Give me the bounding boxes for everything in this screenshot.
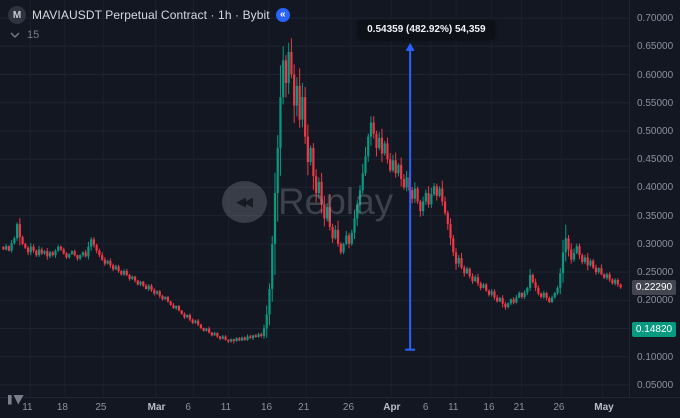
measure-label[interactable]: 0.54359 (482.92%) 54,359 — [358, 20, 495, 39]
time-tick-label: Mar — [147, 402, 166, 413]
time-tick-label: 18 — [56, 402, 68, 413]
symbol-title[interactable]: MAVIAUSDT Perpetual Contract · 1h · Bybi… — [32, 8, 270, 22]
price-tick-label: 0.65000 — [637, 41, 674, 53]
legend-collapse-row: 15 — [10, 29, 39, 41]
time-tick-label: 11 — [22, 402, 33, 413]
time-tick-label: 6 — [185, 402, 191, 413]
time-tick-label: 11 — [220, 402, 232, 413]
time-tick-label: 16 — [483, 402, 495, 413]
tradingview-logo[interactable] — [8, 392, 25, 410]
time-tick-label: 26 — [342, 402, 355, 413]
price-tick-label: 0.40000 — [637, 182, 674, 194]
chevron-down-icon[interactable] — [10, 32, 20, 38]
time-tick-label: 16 — [261, 402, 273, 413]
time-tick-label: May — [594, 402, 614, 413]
price-tick-label: 0.25000 — [637, 267, 674, 279]
interval-label[interactable]: 15 — [27, 29, 40, 41]
replay-price-badge: 0.14820 — [632, 322, 676, 338]
price-tick-label: 0.60000 — [637, 69, 674, 81]
price-tick-label: 0.50000 — [637, 125, 674, 137]
time-tick-label: 11 — [448, 402, 459, 413]
price-tick-label: 0.70000 — [637, 13, 674, 25]
time-tick-label: 21 — [298, 402, 310, 413]
last-price-badge: 0.22290 — [632, 279, 676, 295]
time-tick-label: 6 — [422, 402, 429, 413]
time-tick-label: 21 — [513, 402, 525, 413]
price-tick-label: 0.55000 — [637, 97, 674, 109]
time-axis[interactable]: 11 18 25 Mar 6 11 16 21 26 Apr 6 11 16 21 26 May — [0, 397, 680, 418]
price-tick-label: 0.05000 — [637, 380, 674, 391]
replay-indicator-icon[interactable]: « — [275, 8, 290, 22]
time-tick-label: Apr — [383, 402, 401, 413]
price-tick-label: 0.30000 — [637, 238, 674, 250]
time-tick-label: 25 — [95, 402, 107, 413]
price-tick-label: 0.10000 — [637, 351, 674, 363]
price-tick-label: 0.45000 — [637, 154, 674, 166]
time-tick-label: 26 — [553, 402, 565, 413]
price-tick-label: 0.35000 — [637, 210, 674, 222]
price-tick-label: 0.20000 — [637, 295, 674, 307]
price-axis[interactable]: 0.70000 0.65000 0.60000 0.55000 0.50000 0.450… — [629, 0, 680, 398]
chart-legend: M MAVIAUSDT Perpetual Contract · 1h · By… — [8, 6, 290, 24]
symbol-logo-icon: M — [8, 6, 26, 24]
